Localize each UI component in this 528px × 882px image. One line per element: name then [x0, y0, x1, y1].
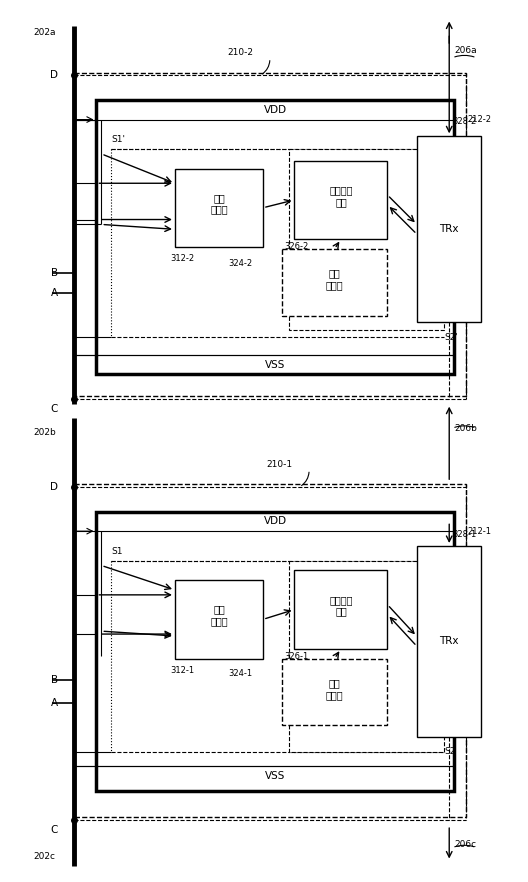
Text: A: A — [51, 288, 58, 298]
Text: A: A — [51, 698, 58, 707]
Text: 206b: 206b — [454, 423, 477, 433]
Text: 212-2: 212-2 — [468, 115, 492, 124]
Text: デジタル
回路: デジタル 回路 — [329, 594, 353, 617]
Text: TRx: TRx — [439, 224, 458, 235]
Text: 温度
センサ: 温度 センサ — [326, 678, 343, 699]
Bar — [417, 136, 480, 323]
Bar — [281, 659, 388, 725]
Text: S2': S2' — [445, 333, 458, 341]
Text: VDD: VDD — [263, 516, 287, 527]
Bar — [281, 249, 388, 316]
Text: 電圧
検出器: 電圧 検出器 — [210, 193, 228, 214]
Text: 212-1: 212-1 — [468, 527, 492, 535]
Text: 202b: 202b — [33, 429, 56, 437]
Text: 206a: 206a — [454, 47, 477, 56]
Text: 312-1: 312-1 — [170, 666, 194, 675]
Text: 210-2: 210-2 — [228, 49, 253, 57]
Text: B: B — [51, 268, 58, 279]
Text: VSS: VSS — [265, 771, 286, 781]
Bar — [175, 580, 263, 659]
Text: D: D — [50, 71, 58, 80]
Text: 324-1: 324-1 — [228, 669, 252, 677]
Text: C: C — [51, 825, 58, 835]
Text: C: C — [51, 404, 58, 414]
Text: 206c: 206c — [454, 841, 476, 849]
Text: VSS: VSS — [265, 360, 286, 370]
Text: 312-2: 312-2 — [170, 254, 194, 263]
Bar — [97, 100, 454, 374]
Bar — [295, 161, 388, 239]
Text: 328-2: 328-2 — [452, 117, 476, 126]
Bar — [289, 149, 445, 330]
Text: VDD: VDD — [263, 105, 287, 115]
Text: 210-1: 210-1 — [267, 460, 293, 469]
Text: S2: S2 — [445, 747, 456, 756]
Text: 328-1: 328-1 — [452, 529, 476, 539]
Bar — [74, 484, 466, 818]
Text: 202c: 202c — [33, 852, 55, 861]
Bar — [97, 512, 454, 791]
Text: 電圧
検出器: 電圧 検出器 — [210, 605, 228, 626]
Text: 326-1: 326-1 — [285, 652, 309, 662]
Text: S1: S1 — [111, 547, 122, 556]
Bar — [175, 168, 263, 247]
Text: 202a: 202a — [33, 28, 56, 37]
Text: 温度
センサ: 温度 センサ — [326, 268, 343, 290]
Bar — [74, 72, 466, 396]
Bar — [295, 571, 388, 649]
Text: B: B — [51, 675, 58, 685]
Text: 324-2: 324-2 — [228, 259, 252, 268]
Text: S1': S1' — [111, 135, 125, 144]
Bar — [417, 546, 480, 737]
Text: TRx: TRx — [439, 637, 458, 647]
Text: D: D — [50, 482, 58, 492]
Bar — [289, 561, 445, 751]
Text: 326-2: 326-2 — [285, 243, 309, 251]
Text: デジタル
回路: デジタル 回路 — [329, 185, 353, 206]
